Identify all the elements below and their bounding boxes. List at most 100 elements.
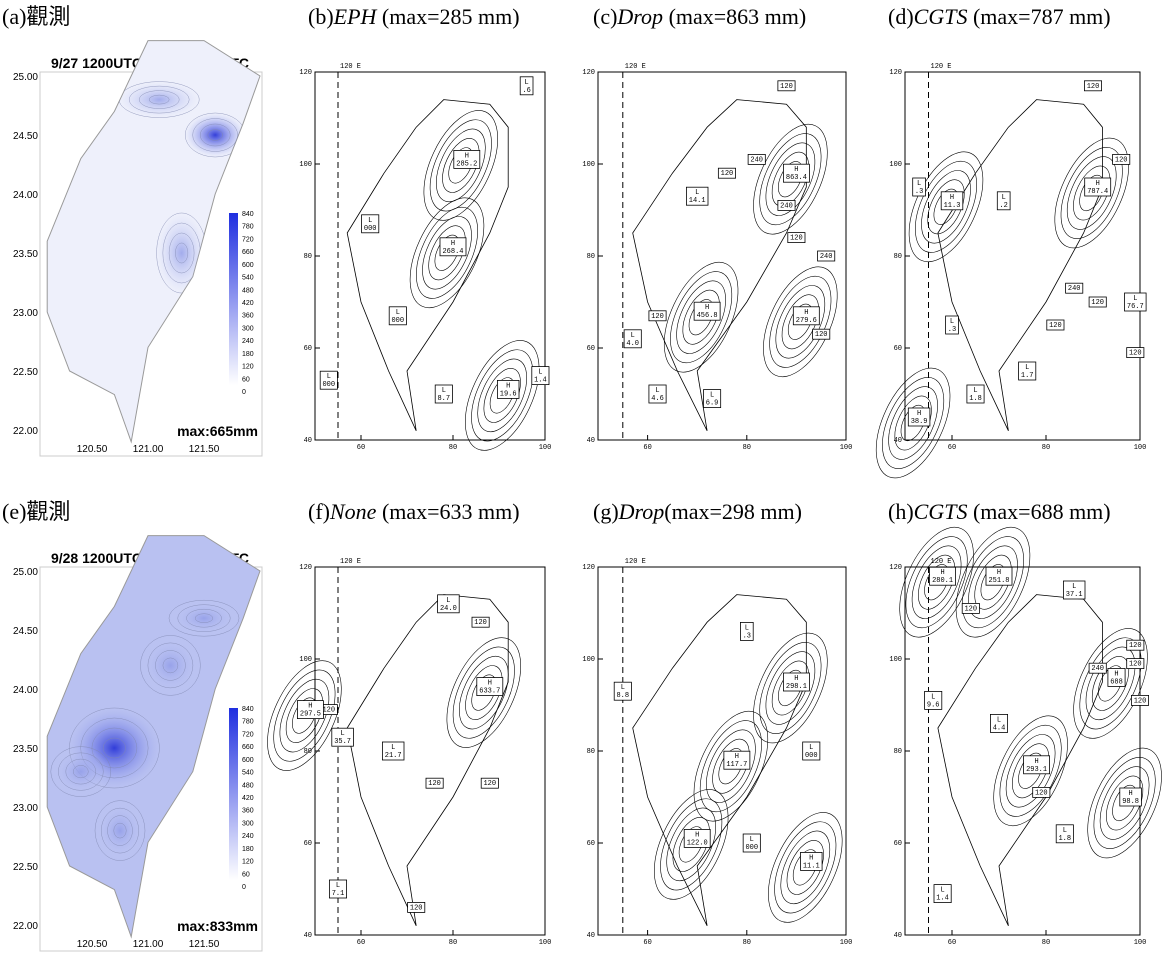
extremum-box xyxy=(296,700,324,719)
y-tick-label: 120 xyxy=(299,564,312,572)
extremum-text: 120 xyxy=(1134,697,1147,705)
contour xyxy=(186,609,222,628)
extremum-text: 688 xyxy=(1110,678,1123,686)
extremum-text: H xyxy=(735,753,739,761)
colorbar xyxy=(229,213,238,385)
colorbar-label: 540 xyxy=(242,770,254,777)
island-outline xyxy=(937,594,1103,926)
contour xyxy=(678,826,704,863)
extremum-box xyxy=(439,237,467,257)
extremum-text: 1.7 xyxy=(1021,372,1034,380)
colorbar-label: 660 xyxy=(242,744,254,751)
contour xyxy=(73,765,89,779)
colorbar-label: 240 xyxy=(242,833,254,840)
extremum-text: 000 xyxy=(391,317,404,325)
extremum-box xyxy=(945,315,959,335)
extremum-text: 787.4 xyxy=(1087,188,1108,196)
x-tick-label: 100 xyxy=(539,939,552,947)
y-tick-label: 80 xyxy=(304,748,312,756)
model-name: Drop xyxy=(618,499,665,524)
contour xyxy=(279,678,330,753)
contour xyxy=(899,526,974,638)
extremum-text: 38.9 xyxy=(911,418,928,426)
extremum-text: H xyxy=(917,410,921,418)
meridian-label: 120 E xyxy=(340,558,361,566)
contour xyxy=(273,669,336,762)
extremum-box xyxy=(319,370,338,390)
extremum-text: L xyxy=(1072,583,1076,591)
extremum-text: .3 xyxy=(915,188,923,196)
extremum-box xyxy=(933,884,952,903)
y-tick-label: 80 xyxy=(894,748,902,756)
extremum-text: L xyxy=(809,744,813,752)
extremum-text: 11.1 xyxy=(803,862,820,870)
contour xyxy=(660,798,723,891)
colorbar-label: 0 xyxy=(242,884,246,891)
max-label: max:665mm xyxy=(177,423,258,439)
lat-label: 22.50 xyxy=(13,862,38,873)
panel-label: (f) xyxy=(308,499,330,524)
island-outline xyxy=(632,99,807,431)
extremum-text: 000 xyxy=(364,225,377,233)
extremum-text: 120 xyxy=(1129,350,1142,358)
contour xyxy=(777,161,803,198)
y-tick-label: 80 xyxy=(587,748,595,756)
lat-label: 23.00 xyxy=(13,803,38,814)
extremum-text: 000 xyxy=(322,381,335,389)
extremum-text: 297.5 xyxy=(300,711,321,719)
extremum-box xyxy=(966,384,985,404)
panel-label: (h) xyxy=(888,499,914,524)
lat-label: 25.00 xyxy=(13,567,38,578)
contour xyxy=(888,386,938,460)
meridian-label: 120 E xyxy=(931,63,952,71)
extremum-text: H xyxy=(465,152,469,160)
contour xyxy=(207,129,223,141)
contour xyxy=(65,758,97,785)
meridian-label: 120 E xyxy=(625,63,646,71)
extremum-text: 240 xyxy=(820,253,833,261)
contour xyxy=(471,349,534,442)
x-tick-label: 80 xyxy=(743,444,751,452)
extremum-text: .2 xyxy=(999,202,1007,210)
panel-label: (g) xyxy=(593,499,619,524)
x-tick-label: 80 xyxy=(1042,444,1050,452)
extremum-box xyxy=(471,616,490,628)
rain-max xyxy=(185,113,246,157)
colorbar-label: 60 xyxy=(242,871,250,878)
contour xyxy=(672,817,710,872)
lat-label: 23.50 xyxy=(13,249,38,260)
extremum-text: L xyxy=(997,716,1001,724)
contour xyxy=(759,642,822,734)
extremum-box xyxy=(717,167,736,179)
contour xyxy=(882,377,945,469)
contour xyxy=(654,789,729,900)
lat-label: 24.50 xyxy=(13,131,38,142)
extremum-box xyxy=(425,777,444,789)
extremum-box xyxy=(519,76,534,96)
extremum-text: 21.7 xyxy=(385,752,402,760)
extremum-box xyxy=(1112,153,1131,165)
contour xyxy=(676,280,726,354)
y-tick-label: 100 xyxy=(582,656,595,664)
contour xyxy=(1054,137,1129,249)
extremum-text: L xyxy=(1063,827,1067,835)
x-tick-label: 100 xyxy=(840,939,853,947)
extremum-box xyxy=(742,833,761,853)
colorbar-label: 360 xyxy=(242,313,254,320)
contour xyxy=(792,849,818,886)
colorbar-label: 720 xyxy=(242,731,254,738)
panel-label: (d) xyxy=(888,4,914,29)
extremum-text: H xyxy=(940,569,944,577)
contour xyxy=(94,800,146,861)
contour xyxy=(781,294,819,350)
extremum-box xyxy=(723,750,751,770)
contour xyxy=(911,545,962,619)
extremum-text: 280.1 xyxy=(932,577,953,585)
extremum-text: 240 xyxy=(1091,665,1104,673)
rain-max xyxy=(95,800,145,861)
contour xyxy=(1066,156,1117,230)
extremum-text: H xyxy=(804,309,808,317)
contour xyxy=(1060,147,1123,239)
extremum-text: L xyxy=(442,387,446,395)
